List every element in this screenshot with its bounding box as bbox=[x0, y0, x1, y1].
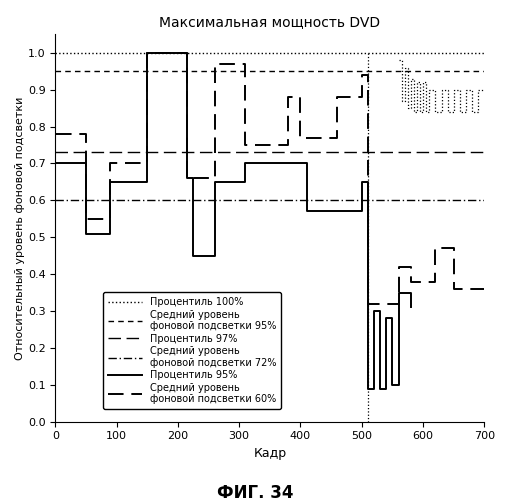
Средний уровень
фоновой подсветки 72% bbox=[52, 198, 58, 203]
Процентиль 95% bbox=[107, 230, 114, 236]
Процентиль 95% bbox=[395, 382, 401, 388]
Средний уровень
фоновой подсветки 60% bbox=[285, 94, 291, 100]
Средний уровень
фоновой подсветки 60% bbox=[107, 160, 114, 166]
Средний уровень
фоновой подсветки 60% bbox=[144, 160, 150, 166]
Средний уровень
фоновой подсветки 60% bbox=[211, 61, 217, 67]
Средний уровень
фоновой подсветки 60% bbox=[82, 216, 89, 222]
Средний уровень
фоновой подсветки 60% bbox=[82, 131, 89, 137]
Средний уровень
фоновой подсветки 60% bbox=[184, 175, 190, 181]
Процентиль 95% bbox=[383, 386, 389, 392]
Процентиль 95% bbox=[358, 179, 364, 185]
Средний уровень
фоновой подсветки 60% bbox=[242, 142, 248, 148]
Процентиль 95% bbox=[370, 308, 376, 314]
Средний уровень
фоновой подсветки 60% bbox=[364, 300, 370, 306]
Процентиль 100% bbox=[53, 50, 59, 56]
Процентиль 95% bbox=[389, 382, 395, 388]
X-axis label: Кадр: Кадр bbox=[253, 447, 286, 460]
Процентиль 95% bbox=[190, 252, 196, 258]
Title: Максимальная мощность DVD: Максимальная мощность DVD bbox=[159, 15, 380, 29]
Средний уровень
фоновой подсветки 60% bbox=[395, 264, 401, 270]
Процентиль 95% bbox=[242, 160, 248, 166]
Средний уровень
фоновой подсветки 95% bbox=[53, 68, 59, 74]
Средний уровень
фоновой подсветки 60% bbox=[407, 264, 413, 270]
Средний уровень
фоновой подсветки 60% bbox=[107, 216, 114, 222]
Процентиль 95% bbox=[303, 208, 309, 214]
Средний уровень
фоновой подсветки 60% bbox=[450, 246, 456, 252]
Text: ФИГ. 34: ФИГ. 34 bbox=[216, 484, 293, 500]
Средний уровень
фоновой подсветки 60% bbox=[211, 175, 217, 181]
Процентиль 95% bbox=[407, 290, 413, 296]
Средний уровень
фоновой подсветки 60% bbox=[358, 72, 364, 78]
Средний уровень
фоновой подсветки 60% bbox=[395, 300, 401, 306]
Процентиль 95% bbox=[358, 208, 364, 214]
Средний уровень
фоновой подсветки 60% bbox=[285, 142, 291, 148]
Процентиль 95% bbox=[144, 179, 150, 185]
Процентиль 97% bbox=[52, 150, 58, 156]
Средний уровень
фоновой подсветки 60% bbox=[364, 72, 370, 78]
Средний уровень
фоновой подсветки 60% bbox=[53, 131, 59, 137]
Процентиль 95% bbox=[407, 304, 413, 310]
Средний уровень
фоновой подсветки 60% bbox=[184, 50, 190, 56]
Процентиль 95% bbox=[82, 160, 89, 166]
Средний уровень
фоновой подсветки 60% bbox=[242, 61, 248, 67]
Средний уровень
фоновой подсветки 60% bbox=[297, 94, 303, 100]
Процентиль 95% bbox=[364, 386, 370, 392]
Процентиль 95% bbox=[383, 316, 389, 322]
Процентиль 95% bbox=[303, 160, 309, 166]
Процентиль 95% bbox=[211, 179, 217, 185]
Средний уровень
фоновой подсветки 60% bbox=[480, 286, 487, 292]
Процентиль 95% bbox=[377, 386, 383, 392]
Процентиль 95% bbox=[184, 175, 190, 181]
Процентиль 95% bbox=[395, 290, 401, 296]
Процентиль 95% bbox=[107, 179, 114, 185]
Средний уровень
фоновой подсветки 60% bbox=[407, 278, 413, 284]
Процентиль 95% bbox=[53, 160, 59, 166]
Средний уровень
фоновой подсветки 60% bbox=[450, 286, 456, 292]
Процентиль 95% bbox=[190, 175, 196, 181]
Средний уровень
фоновой подсветки 60% bbox=[333, 94, 340, 100]
Legend: Процентиль 100%, Средний уровень
фоновой подсветки 95%, Процентиль 97%, Средний : Процентиль 100%, Средний уровень фоновой… bbox=[103, 292, 280, 409]
Процентиль 95% bbox=[211, 252, 217, 258]
Процентиль 95% bbox=[377, 308, 383, 314]
Процентиль 95% bbox=[364, 179, 370, 185]
Процентиль 95% bbox=[144, 50, 150, 56]
Средний уровень
фоновой подсветки 60% bbox=[333, 134, 340, 140]
Line: Процентиль 95%: Процентиль 95% bbox=[56, 53, 410, 388]
Средний уровень
фоновой подсветки 72% bbox=[53, 198, 59, 203]
Средний уровень
фоновой подсветки 60% bbox=[144, 50, 150, 56]
Средний уровень
фоновой подсветки 60% bbox=[297, 134, 303, 140]
Средний уровень
фоновой подсветки 60% bbox=[358, 94, 364, 100]
Процентиль 100% bbox=[52, 50, 58, 56]
Процентиль 95% bbox=[184, 50, 190, 56]
Средний уровень
фоновой подсветки 60% bbox=[432, 246, 438, 252]
Средний уровень
фоновой подсветки 95% bbox=[52, 68, 58, 74]
Процентиль 95% bbox=[370, 386, 376, 392]
Процентиль 95% bbox=[242, 179, 248, 185]
Процентиль 95% bbox=[82, 230, 89, 236]
Y-axis label: Относительный уровень фоновой подсветки: Относительный уровень фоновой подсветки bbox=[15, 96, 25, 360]
Процентиль 95% bbox=[389, 316, 395, 322]
Line: Средний уровень
фоновой подсветки 60%: Средний уровень фоновой подсветки 60% bbox=[56, 53, 484, 304]
Средний уровень
фоновой подсветки 60% bbox=[432, 278, 438, 284]
Процентиль 97% bbox=[53, 150, 59, 156]
